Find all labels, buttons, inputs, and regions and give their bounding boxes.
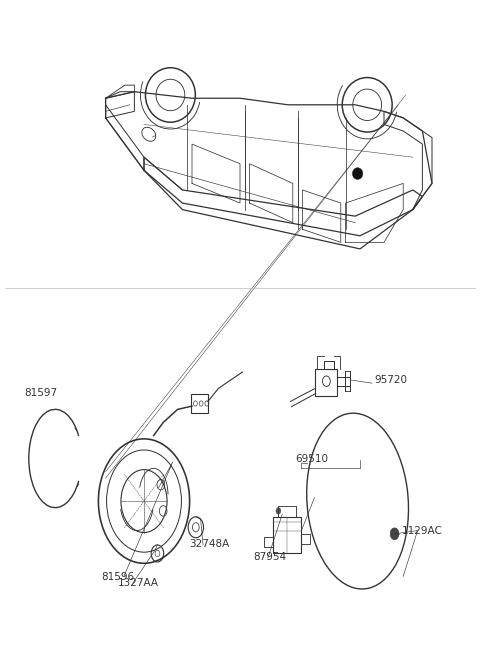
Text: 81596: 81596	[101, 572, 134, 582]
Text: 1129AC: 1129AC	[402, 526, 443, 536]
Text: 1327AA: 1327AA	[118, 578, 158, 588]
Text: 95720: 95720	[374, 375, 408, 385]
Text: 81597: 81597	[24, 388, 57, 398]
Circle shape	[390, 528, 399, 540]
Ellipse shape	[352, 168, 363, 179]
Text: 69510: 69510	[295, 454, 328, 464]
Circle shape	[276, 508, 281, 514]
Text: 87954: 87954	[253, 552, 287, 562]
Text: 32748A: 32748A	[190, 539, 230, 549]
